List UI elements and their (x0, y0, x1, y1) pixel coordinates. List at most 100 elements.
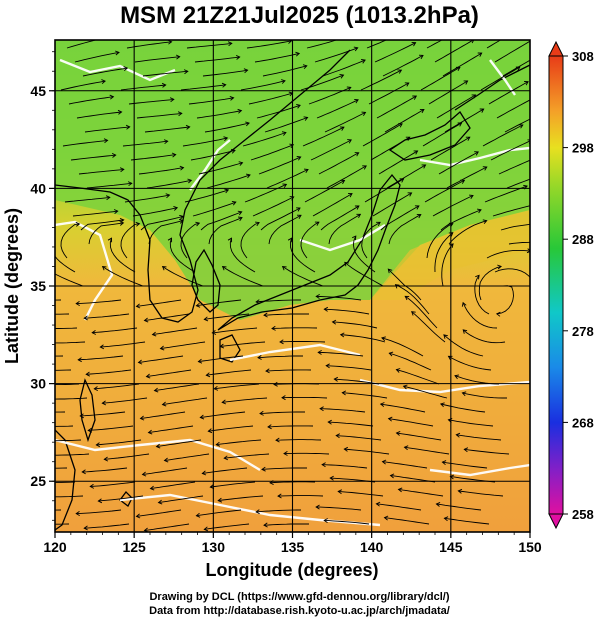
streamline-arrowhead (227, 41, 233, 47)
streamline (446, 166, 488, 189)
streamline (164, 453, 210, 461)
streamline-arrowhead (362, 165, 367, 170)
streamline-arrowhead (237, 108, 243, 114)
streamline (310, 139, 352, 161)
streamline-arrowhead (296, 207, 301, 212)
streamline (198, 355, 244, 363)
streamline (148, 220, 184, 245)
x-tick-label: 120 (43, 539, 67, 555)
streamline-arrowhead (477, 52, 483, 57)
streamline-arrowhead (101, 265, 107, 271)
streamline-arrowhead (474, 151, 479, 156)
streamline (200, 411, 246, 418)
streamline (254, 52, 300, 63)
streamline-arrowhead (455, 432, 461, 438)
streamline (104, 453, 150, 460)
streamline-arrowhead (26, 368, 30, 372)
y-tick-label: 30 (30, 376, 46, 392)
streamline (504, 118, 530, 133)
streamline (316, 295, 362, 301)
streamline-arrowhead (224, 188, 230, 194)
streamline-arrowhead (479, 108, 485, 113)
streamline (214, 383, 260, 390)
streamline (488, 81, 529, 105)
streamline-arrowhead (477, 208, 482, 214)
streamline-arrowhead (533, 96, 537, 100)
streamline (448, 220, 487, 245)
streamline-arrowhead (115, 50, 120, 56)
streamline-arrowhead (281, 131, 287, 136)
streamline-arrowhead (361, 111, 367, 117)
streamline (372, 192, 412, 217)
streamline (411, 311, 446, 343)
streamline (55, 495, 84, 498)
streamline (82, 67, 128, 77)
streamline (128, 98, 174, 105)
streamline (486, 40, 502, 49)
streamline (326, 165, 367, 189)
streamline-arrowhead (295, 51, 301, 57)
streamline-arrowhead (469, 194, 474, 200)
streamline-arrowhead (197, 358, 203, 364)
streamline (80, 219, 124, 231)
streamline (140, 215, 184, 231)
streamline-arrowhead (482, 219, 488, 224)
streamline-arrowhead (187, 178, 193, 184)
streamline-arrowhead (443, 516, 449, 522)
streamline-arrowhead (457, 122, 463, 127)
streamline-arrowhead (381, 336, 386, 342)
streamline (152, 327, 198, 336)
streamline (328, 213, 361, 245)
streamline-arrowhead (223, 455, 229, 461)
colorbar-label: 278 (572, 324, 594, 339)
streamline (360, 69, 402, 91)
streamline (55, 397, 88, 400)
streamline-arrowhead (462, 26, 466, 30)
streamline-arrowhead (127, 181, 133, 187)
streamline (240, 80, 286, 91)
streamline (403, 385, 448, 399)
y-axis-label: Latitude (degrees) (2, 208, 22, 364)
streamline (432, 195, 474, 217)
streamline-arrowhead (155, 443, 161, 449)
streamline-arrowhead (195, 302, 201, 308)
streamline (320, 408, 366, 413)
colorbar-label: 258 (572, 507, 594, 522)
streamline (336, 435, 382, 441)
streamline (196, 509, 242, 517)
streamline (332, 321, 378, 329)
streamline-arrowhead (135, 513, 141, 519)
streamline-arrowhead (418, 54, 424, 60)
streamline-arrowhead (91, 330, 97, 335)
streamline-arrowhead (339, 332, 345, 338)
streamline-arrowhead (413, 150, 419, 155)
streamline-arrowhead (175, 54, 181, 60)
streamline-arrowhead (419, 108, 425, 114)
streamline (252, 196, 294, 217)
streamline-arrowhead (263, 312, 268, 318)
streamline (180, 84, 226, 91)
streamline-arrowhead (217, 497, 223, 503)
streamline-arrowhead (159, 345, 165, 351)
streamline (182, 137, 228, 147)
streamline (404, 446, 450, 455)
streamline-arrowhead (238, 216, 243, 222)
streamline-arrowhead (267, 424, 272, 430)
streamline (257, 355, 303, 359)
streamline (88, 222, 124, 245)
streamline-arrowhead (287, 40, 293, 44)
streamline (376, 95, 417, 119)
streamline-arrowhead (475, 274, 480, 280)
streamline-arrowhead (75, 221, 81, 227)
streamline-arrowhead (287, 237, 293, 243)
streamline-arrowhead (460, 179, 466, 184)
streamline-arrowhead (439, 402, 445, 408)
streamline-arrowhead (221, 399, 227, 405)
streamline-arrowhead (522, 25, 526, 29)
streamline-arrowhead (125, 124, 131, 130)
streamline (380, 205, 420, 231)
streamline (444, 108, 484, 133)
streamline (508, 241, 530, 245)
streamline-arrowhead (263, 522, 268, 528)
streamline (344, 261, 384, 287)
